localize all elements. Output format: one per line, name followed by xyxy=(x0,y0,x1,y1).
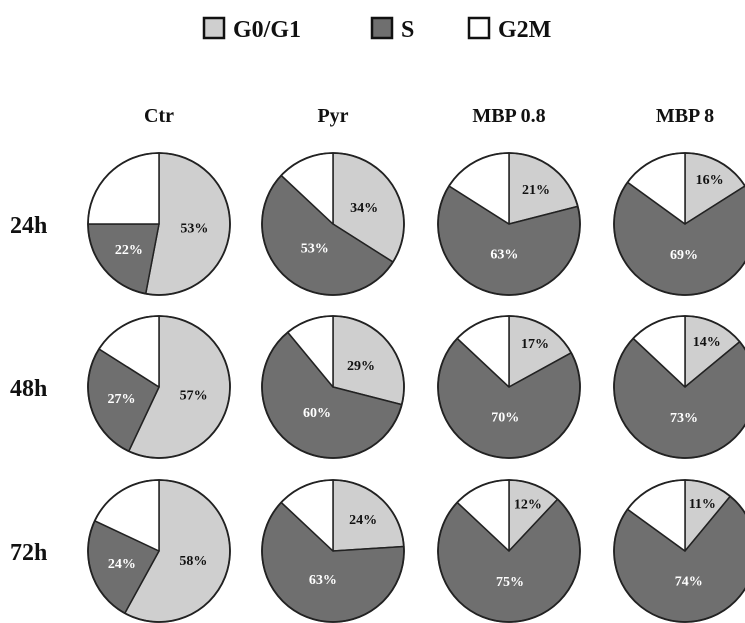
pie-72h-2: 12% 75% xyxy=(437,479,581,623)
pie-slice-label: 57% xyxy=(180,389,208,404)
pie-slice-label: 34% xyxy=(350,201,378,216)
column-header: Pyr xyxy=(317,105,348,127)
pie-outline xyxy=(87,315,231,459)
pie-48h-1: 29% 60% xyxy=(261,315,405,459)
pie-slice-label: 58% xyxy=(179,554,207,569)
pie-slice-label: 63% xyxy=(309,573,337,588)
pie-outline xyxy=(613,479,745,623)
pie-slice-label: 17% xyxy=(521,337,549,352)
pie-slice-label: 73% xyxy=(670,411,698,426)
pie-24h-1: 34% 53% xyxy=(261,152,405,296)
column-header: MBP 8 xyxy=(656,105,714,127)
pie-slice-label: 70% xyxy=(491,411,519,426)
pie-slice-label: 12% xyxy=(514,497,542,512)
column-headers: Ctr Pyr MBP 0.8 MBP 8 xyxy=(144,105,714,127)
pie-72h-1: 24% 63% xyxy=(261,479,405,623)
pie-slice-label: 75% xyxy=(496,575,524,590)
pie-24h-3: 16% 69% xyxy=(613,152,745,296)
row-headers: 24h 48h 72h xyxy=(10,213,47,566)
pie-slice-label: 63% xyxy=(490,247,518,262)
pie-slice-label: 69% xyxy=(670,248,698,263)
column-header: MBP 0.8 xyxy=(472,105,545,127)
pie-slice-label: 74% xyxy=(675,575,703,590)
pie-outline xyxy=(261,152,405,296)
pie-outline xyxy=(261,479,405,623)
pie-slice-label: 14% xyxy=(693,335,721,350)
pie-outline xyxy=(87,479,231,623)
row-header: 24h xyxy=(10,213,47,239)
pie-48h-2: 17% 70% xyxy=(437,315,581,459)
pie-48h-3: 14% 73% xyxy=(613,315,745,459)
pie-slice-label: 16% xyxy=(696,173,724,188)
pie-slice-label: 11% xyxy=(689,497,716,512)
legend-label: S xyxy=(401,17,414,43)
pie-outline xyxy=(261,315,405,459)
pie-72h-0: 58% 24% xyxy=(87,479,231,623)
pie-outline xyxy=(437,479,581,623)
pie-slice-label: 22% xyxy=(115,243,143,258)
pie-outline xyxy=(613,152,745,296)
pie-slice-label: 24% xyxy=(108,557,136,572)
pie-24h-0: 53% 22% xyxy=(87,152,231,296)
pie-outline xyxy=(437,315,581,459)
pie-grid: 53% 22% 34% 53% 21% 63% 16% 69% 57% 27% 29% 60% 17% 7… xyxy=(87,152,745,623)
pie-slice-label: 27% xyxy=(108,392,136,407)
pie-slice-label: 60% xyxy=(303,406,331,421)
pie-slice-label: 24% xyxy=(349,513,377,528)
legend-label: G2M xyxy=(498,17,551,43)
row-header: 72h xyxy=(10,540,47,566)
pie-slice-g2m xyxy=(87,152,160,225)
legend-swatch-s xyxy=(370,16,394,40)
pie-slice-label: 21% xyxy=(522,183,550,198)
pie-72h-3: 11% 74% xyxy=(613,479,745,623)
pie-slice-label: 53% xyxy=(301,242,329,257)
legend-label: G0/G1 xyxy=(233,17,301,43)
legend-swatch-g0-g1 xyxy=(202,16,226,40)
pie-outline xyxy=(613,315,745,459)
column-header: Ctr xyxy=(144,105,174,127)
pie-outline xyxy=(437,152,581,296)
pie-48h-0: 57% 27% xyxy=(87,315,231,459)
pie-slice-s xyxy=(87,223,160,295)
pie-outline xyxy=(87,152,231,296)
row-header: 48h xyxy=(10,376,47,402)
pie-slice-label: 53% xyxy=(180,221,208,236)
legend: G0/G1 S G2M xyxy=(202,16,551,43)
legend-swatch-g2m xyxy=(467,16,491,40)
pie-24h-2: 21% 63% xyxy=(437,152,581,296)
pie-slice-label: 29% xyxy=(347,359,375,374)
